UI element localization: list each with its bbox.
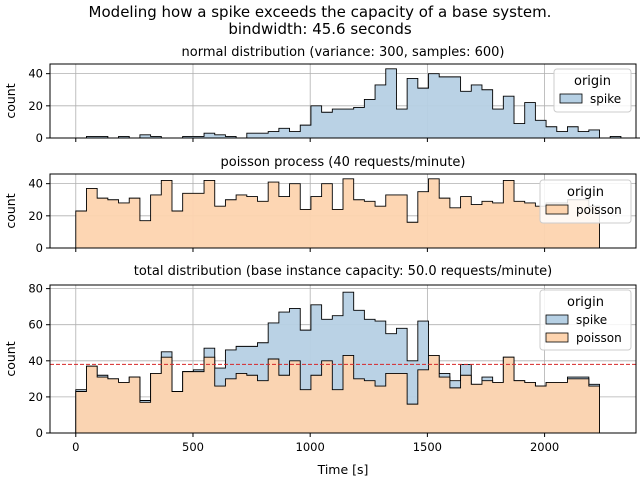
x-tick-label: 1500: [413, 440, 442, 454]
x-axis-label: Time [s]: [317, 462, 369, 477]
x-tick-label: 1000: [296, 440, 325, 454]
legend-swatch-spike: [559, 93, 583, 104]
legend-title: origin: [574, 74, 611, 89]
y-tick-label: 40: [28, 67, 43, 81]
panel-3-histograms: [75, 291, 600, 434]
panel-1-title: normal distribution (variance: 300, samp…: [182, 45, 505, 60]
legend-swatch-poisson: [545, 204, 569, 215]
histogram-spike: [75, 68, 640, 139]
panel-3: total distribution (base instance capaci…: [3, 264, 637, 454]
y-tick-label: 40: [28, 177, 43, 191]
histogram-poisson: [75, 178, 600, 249]
y-tick-label: 20: [28, 209, 43, 223]
panel-2-title: poisson process (40 requests/minute): [220, 155, 465, 170]
legend-title: origin: [567, 185, 604, 200]
legend-label-spike: spike: [590, 92, 621, 106]
panel-3-frame: [49, 284, 637, 434]
x-tick-label: 2000: [530, 440, 559, 454]
panel-1: normal distribution (variance: 300, samp…: [3, 45, 640, 145]
panel-1-ylabel: count: [3, 83, 18, 118]
y-tick-label: 0: [36, 241, 43, 255]
panel-3-legend: origin spike poisson: [539, 289, 632, 351]
panel-3-title: total distribution (base instance capaci…: [134, 264, 553, 279]
histogram-poisson: [75, 354, 600, 434]
panel-2-ylabel: count: [3, 193, 18, 228]
panel-2: poisson process (40 requests/minute) 0 20 4…: [3, 155, 637, 255]
panel-3-ylabel: count: [3, 341, 18, 376]
panel-2-frame: [49, 173, 637, 249]
legend-title: origin: [567, 295, 604, 310]
panel-1-histograms: [75, 68, 640, 139]
figure-suptitle-line2: bindwidth: 45.6 seconds: [228, 20, 412, 38]
panel-1-frame: [49, 63, 637, 139]
y-tick-label: 0: [36, 131, 43, 145]
panel-2-legend: origin poisson: [539, 179, 632, 224]
y-tick-label: 20: [28, 390, 43, 404]
y-tick-label: 80: [28, 282, 43, 296]
panel-1-legend: origin spike: [553, 68, 632, 113]
x-tick-label: 0: [72, 440, 79, 454]
y-tick-label: 0: [36, 426, 43, 440]
legend-label-poisson: poisson: [576, 203, 622, 217]
y-tick-label: 60: [28, 318, 43, 332]
legend-swatch-poisson: [545, 332, 569, 343]
y-tick-label: 40: [28, 354, 43, 368]
legend-label-spike: spike: [576, 313, 607, 327]
legend-swatch-spike: [545, 314, 569, 325]
figure-suptitle-line1: Modeling how a spike exceeds the capacit…: [89, 3, 552, 21]
legend-label-poisson: poisson: [576, 331, 622, 345]
panel-2-histograms: [75, 178, 600, 249]
x-tick-label: 500: [182, 440, 204, 454]
y-tick-label: 20: [28, 99, 43, 113]
